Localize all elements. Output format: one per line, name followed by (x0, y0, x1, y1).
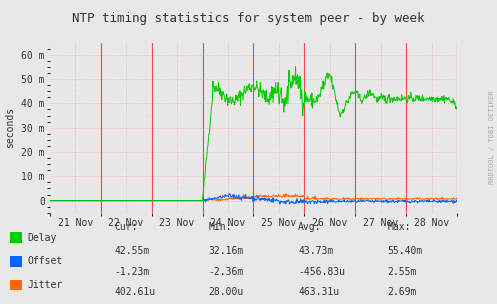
Text: -2.36m: -2.36m (209, 267, 244, 277)
Text: 42.55m: 42.55m (114, 246, 150, 256)
Bar (10, 256, 22, 267)
Text: 32.16m: 32.16m (209, 246, 244, 256)
Text: Jitter: Jitter (27, 280, 63, 290)
Text: RRDTOOL / TOBI OETIKER: RRDTOOL / TOBI OETIKER (489, 90, 495, 184)
Text: 402.61u: 402.61u (114, 287, 156, 297)
Text: 43.73m: 43.73m (298, 246, 333, 256)
Text: 55.40m: 55.40m (388, 246, 423, 256)
Text: 463.31u: 463.31u (298, 287, 339, 297)
Text: Avg:: Avg: (298, 223, 322, 232)
Bar (10, 280, 22, 290)
Text: seconds: seconds (5, 107, 15, 148)
Bar (10, 233, 22, 243)
Text: Cur:: Cur: (114, 223, 138, 232)
Text: Max:: Max: (388, 223, 411, 232)
Text: Delay: Delay (27, 233, 57, 243)
Text: 2.55m: 2.55m (388, 267, 417, 277)
Text: Min:: Min: (209, 223, 232, 232)
Text: 28.00u: 28.00u (209, 287, 244, 297)
Text: -1.23m: -1.23m (114, 267, 150, 277)
Text: NTP timing statistics for system peer - by week: NTP timing statistics for system peer - … (72, 12, 425, 25)
Text: Offset: Offset (27, 257, 63, 266)
Text: -456.83u: -456.83u (298, 267, 345, 277)
Text: 2.69m: 2.69m (388, 287, 417, 297)
